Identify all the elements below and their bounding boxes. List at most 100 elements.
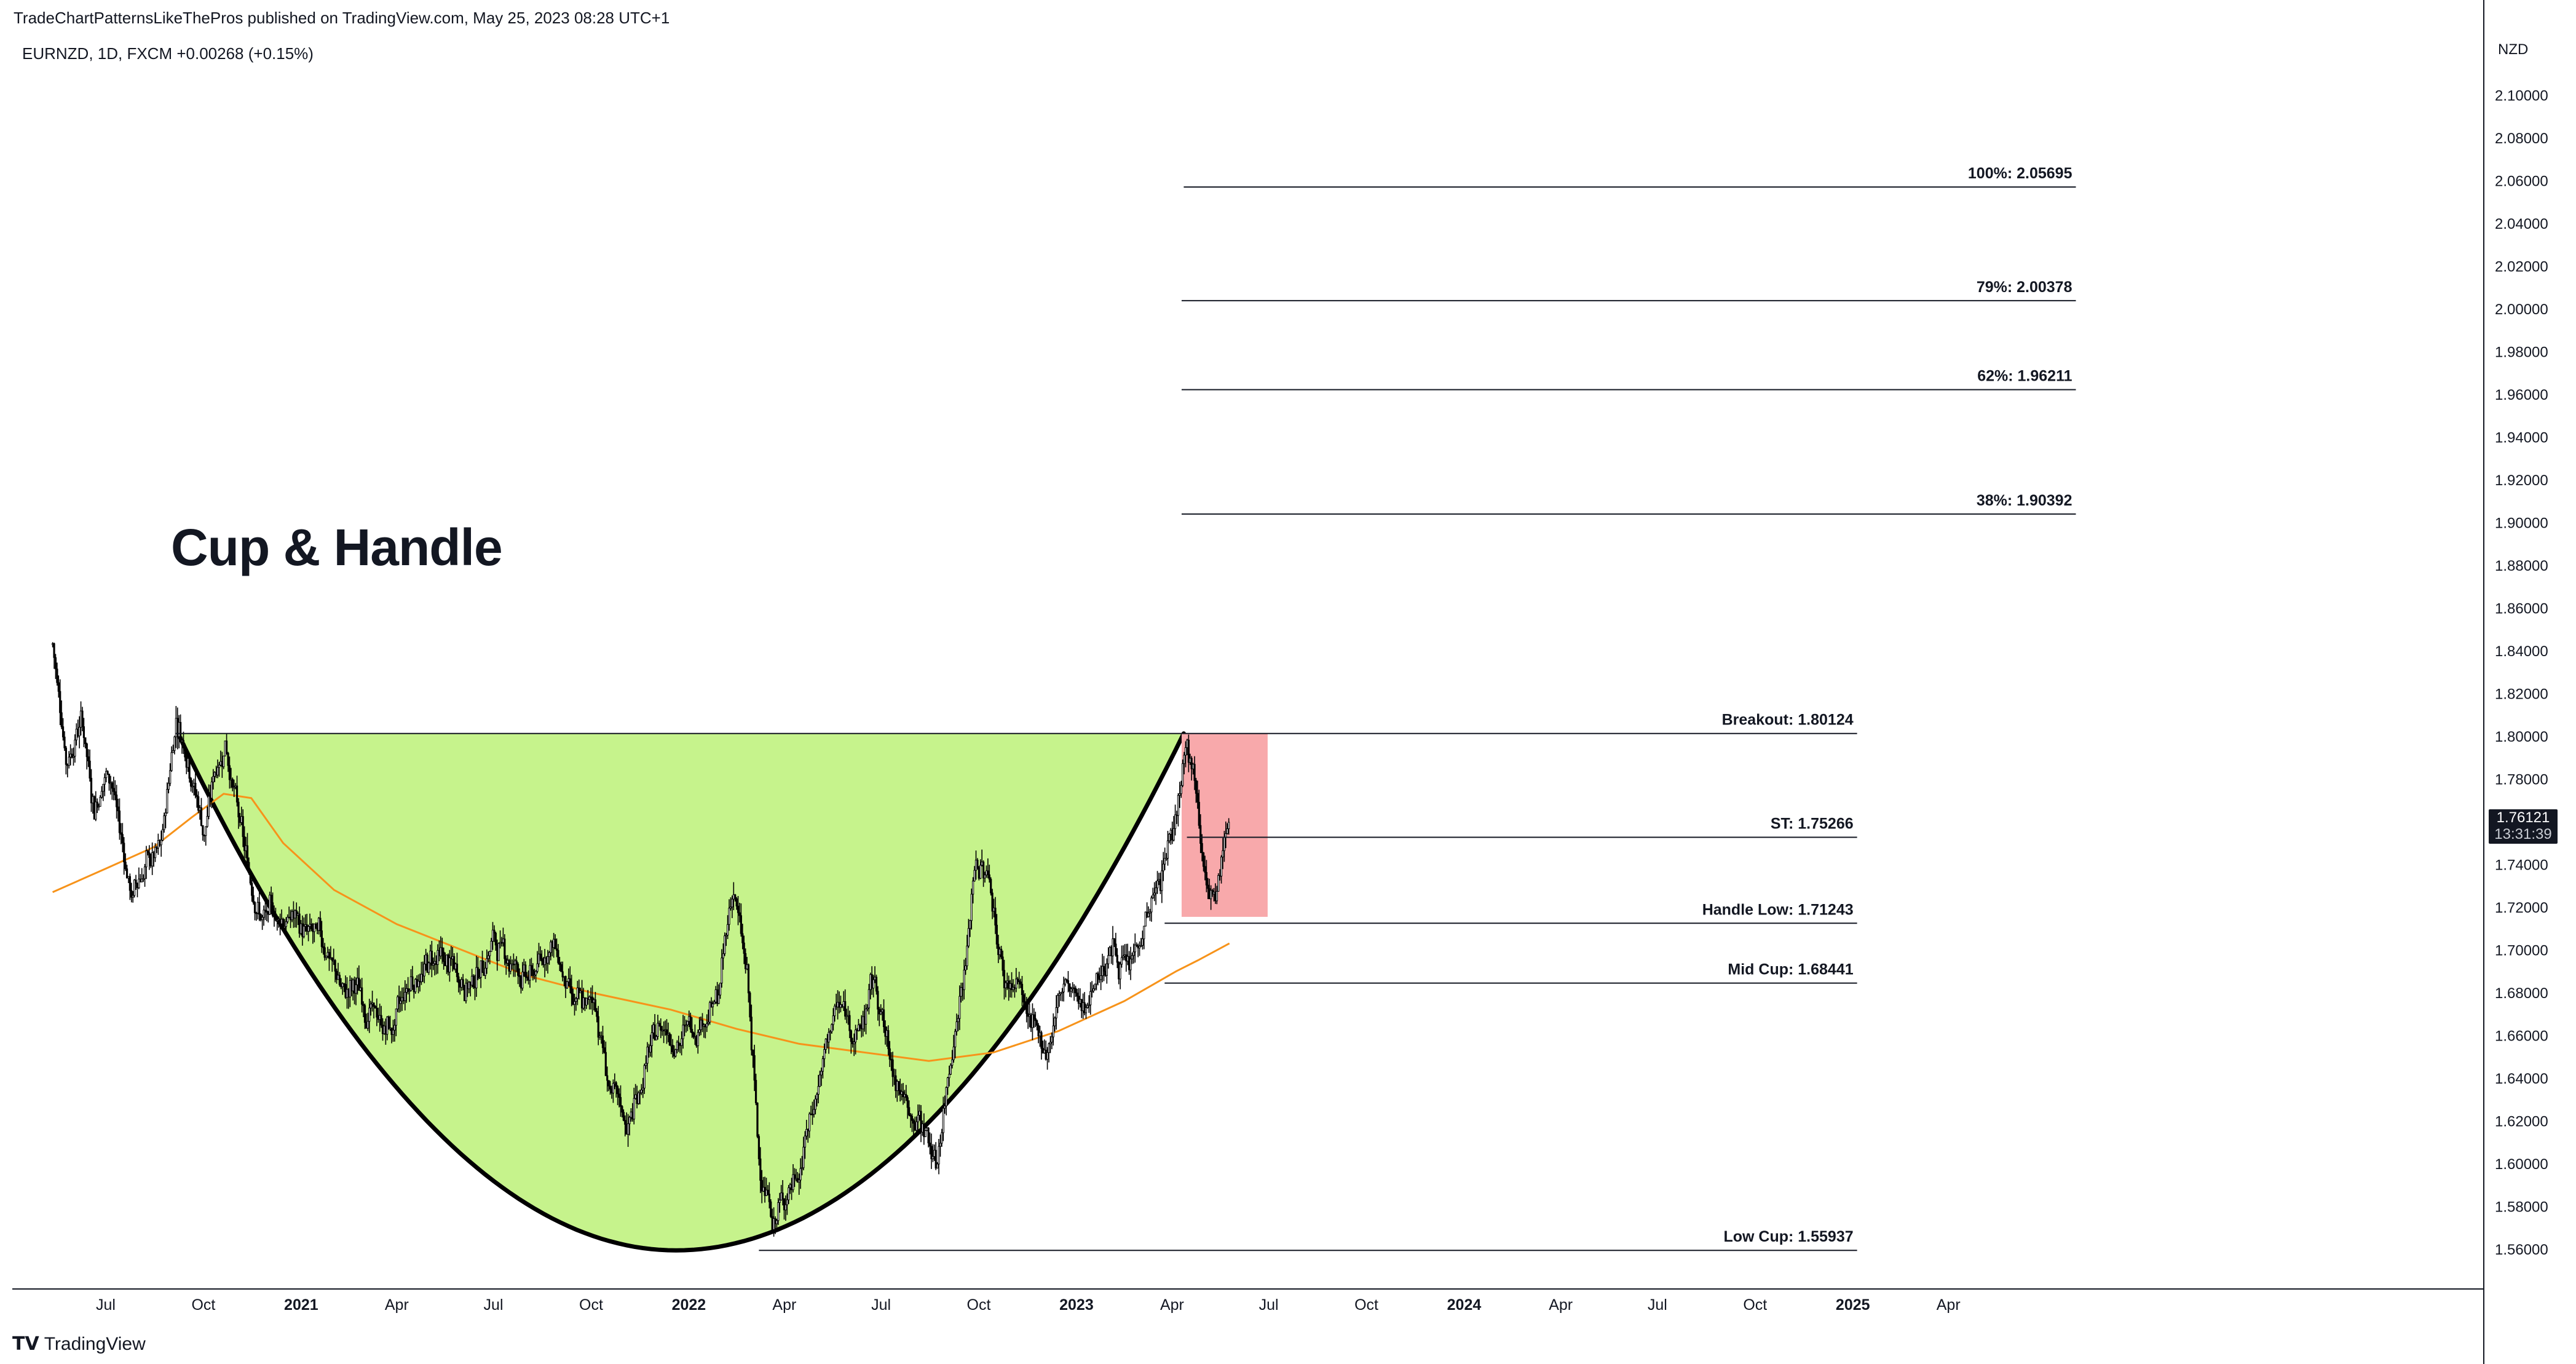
candle: [481, 950, 484, 973]
candle: [1097, 971, 1099, 986]
candle-body: [857, 1025, 860, 1031]
candle-body: [1147, 913, 1150, 918]
candle: [432, 957, 435, 970]
candle-body: [1095, 973, 1098, 985]
candle-body: [1055, 1007, 1057, 1018]
candle: [79, 701, 82, 736]
candle: [223, 755, 225, 769]
candle-body: [872, 979, 875, 989]
candle: [976, 858, 979, 870]
candle: [978, 866, 980, 881]
candle-body: [462, 979, 464, 986]
candle-body: [688, 1016, 690, 1022]
candle: [1085, 1004, 1088, 1019]
candle-body: [68, 756, 70, 766]
candle-body: [818, 1074, 821, 1087]
candle-body: [762, 1187, 765, 1192]
candle: [844, 989, 847, 1020]
candle: [1059, 992, 1062, 1001]
candle-body: [567, 978, 570, 982]
candle-body: [933, 1149, 936, 1157]
candle-body: [683, 1025, 686, 1026]
candle-body: [289, 916, 292, 921]
candle-body: [256, 902, 259, 914]
candle: [524, 961, 527, 984]
candle-body: [604, 1052, 607, 1076]
candle: [279, 913, 282, 935]
candle-body: [384, 1025, 387, 1035]
y-tick-label: 1.74000: [2495, 857, 2548, 874]
candle: [828, 1028, 830, 1054]
candle: [834, 1004, 836, 1022]
candle: [383, 1021, 385, 1035]
candle: [343, 983, 346, 993]
level-group: 38%: 1.90392: [1181, 492, 2076, 515]
candle-body: [698, 1029, 701, 1033]
candle-body: [143, 866, 146, 879]
candle: [124, 853, 127, 871]
candle: [298, 906, 301, 938]
candle-body: [771, 1216, 773, 1230]
candle-body: [507, 960, 509, 964]
candle-body: [891, 1059, 894, 1077]
candle: [847, 1005, 850, 1025]
x-tick-label: Apr: [1549, 1296, 1573, 1314]
candle: [1034, 1012, 1037, 1028]
candle-body: [267, 911, 269, 915]
candle: [603, 1040, 606, 1054]
candle-body: [1038, 1032, 1041, 1036]
candle-body: [78, 727, 81, 737]
candle-body: [761, 1180, 763, 1192]
candle-body: [636, 1094, 638, 1104]
candle: [1204, 855, 1206, 881]
candle-body: [1003, 970, 1006, 988]
candle: [181, 736, 183, 754]
candle-body: [765, 1189, 768, 1196]
candle: [1118, 961, 1120, 985]
candle-body: [212, 775, 215, 783]
candle: [469, 981, 472, 997]
symbol-legend[interactable]: EURNZD, 1D, FXCM +0.00268 (+0.15%): [22, 44, 314, 63]
candle: [668, 1032, 671, 1046]
candle-body: [780, 1192, 783, 1200]
candle-body: [1208, 888, 1211, 900]
candle: [330, 946, 332, 960]
candle-body: [1182, 763, 1184, 786]
candle: [706, 1014, 708, 1033]
candle: [714, 986, 717, 1004]
candle-body: [1082, 1002, 1085, 1012]
candle: [805, 1119, 808, 1140]
candle: [649, 1034, 652, 1057]
candle: [735, 897, 738, 910]
candle: [593, 997, 595, 1010]
candle-body: [571, 986, 573, 994]
candle: [1065, 978, 1068, 983]
candle: [856, 1028, 858, 1040]
candle: [1144, 911, 1147, 927]
candle-body: [132, 895, 134, 898]
y-tick-label: 1.70000: [2495, 943, 2548, 959]
candle: [671, 1039, 674, 1058]
candle-body: [121, 834, 124, 844]
footer-brand[interactable]: 𝗧𝗩 TradingView: [12, 1333, 146, 1355]
candle: [924, 1129, 926, 1138]
candle: [121, 823, 124, 852]
candle-body: [920, 1111, 922, 1133]
candle: [747, 963, 750, 1003]
candle: [954, 1029, 957, 1058]
candle-body: [381, 1025, 384, 1034]
candle-body: [709, 1002, 711, 1023]
candle: [402, 987, 405, 1004]
candle: [780, 1184, 783, 1201]
candle: [283, 919, 286, 929]
candle: [160, 830, 162, 857]
candle: [423, 955, 425, 983]
candle: [796, 1172, 799, 1183]
candle-body: [369, 1004, 372, 1009]
candle: [711, 1001, 714, 1016]
candle-body: [716, 989, 719, 1004]
candle-body: [957, 1018, 960, 1023]
candle: [973, 866, 976, 882]
candle: [1008, 975, 1010, 1001]
